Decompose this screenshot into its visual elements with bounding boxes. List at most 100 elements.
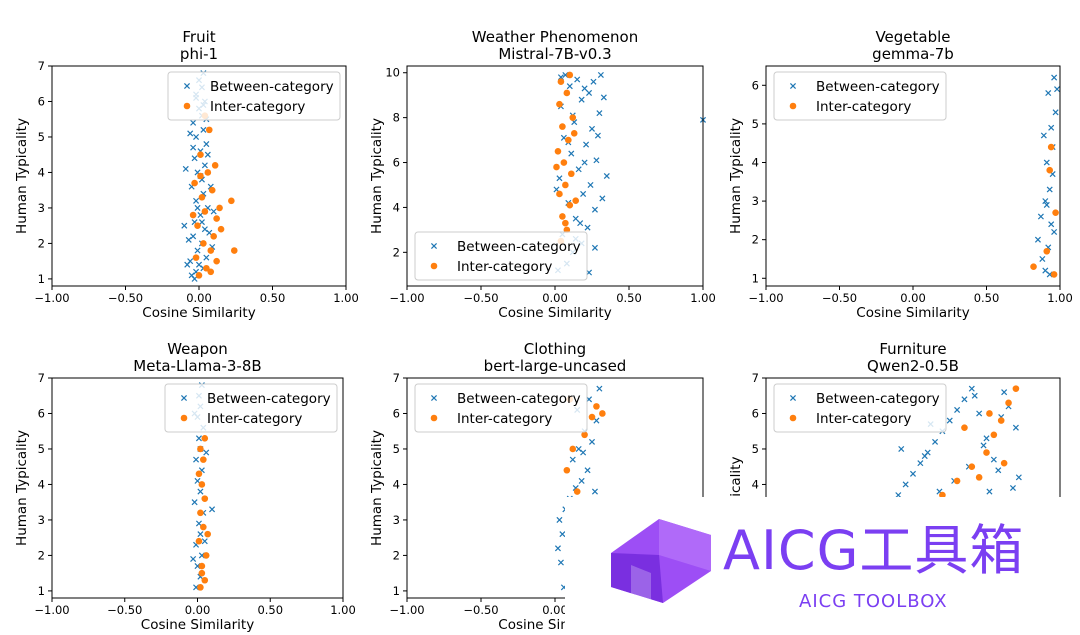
y-tick-label: 6 (38, 94, 45, 108)
y-tick-label: 5 (38, 130, 45, 144)
x-tick-label: −1.00 (34, 603, 69, 617)
inter-category-point (554, 148, 562, 155)
between-category-point (898, 445, 905, 452)
between-category-point (581, 85, 588, 92)
inter-category-point (198, 193, 206, 201)
inter-category-point (567, 170, 575, 178)
y-tick-label: 4 (38, 165, 45, 179)
between-category-point (586, 89, 593, 96)
inter-category-point (563, 89, 571, 97)
inter-category-point (211, 162, 219, 169)
chart-subtitle: Qwen2-0.5B (867, 357, 959, 375)
x-tick-label: 0.00 (900, 291, 926, 305)
inter-category-point (191, 179, 198, 187)
chart-title: Weapon (167, 340, 228, 358)
legend: Between-category Inter-category (773, 383, 947, 433)
between-category-point (995, 467, 1002, 474)
between-category-point (191, 499, 198, 506)
between-category-point (556, 516, 563, 523)
inter-category-point (205, 126, 213, 134)
x-axis-label: Cosine Similarity (498, 305, 611, 321)
y-tick-label: 1 (38, 272, 45, 286)
inter-category-point (195, 470, 203, 478)
inter-category-point (198, 562, 206, 570)
chart-title: Fruit (182, 28, 215, 46)
inter-category-point (990, 431, 998, 439)
legend-between-marker (430, 394, 438, 402)
chart-subtitle: Mistral-7B-v0.3 (498, 45, 611, 63)
x-tick-label: −1.00 (389, 603, 424, 617)
between-category-point (1009, 484, 1016, 492)
y-tick-label: 2 (752, 233, 759, 247)
between-category-point (182, 165, 189, 172)
legend: Between-category Inter-category (164, 383, 338, 433)
y-tick-label: 5 (393, 442, 400, 456)
legend-between-label: Between-category (457, 391, 581, 407)
inter-category-point (197, 584, 204, 591)
inter-category-point (208, 186, 216, 194)
legend: Between-category Inter-category (414, 383, 588, 433)
inter-category-point (230, 247, 238, 254)
x-tick-label: −0.50 (108, 291, 143, 305)
y-axis-label: Human Typicality (14, 430, 30, 546)
x-axis-label: Cosine Similarity (141, 617, 254, 633)
y-tick-label: 6 (752, 78, 759, 92)
legend-inter-label: Inter-category (207, 411, 302, 427)
inter-category-point (213, 215, 220, 222)
x-tick-label: 0.50 (257, 603, 283, 617)
y-tick-label: 4 (38, 477, 45, 491)
between-category-point (1037, 213, 1044, 220)
between-category-point (569, 456, 576, 463)
inter-category-point (202, 552, 210, 559)
inter-category-point (553, 163, 560, 171)
legend-box (414, 383, 588, 433)
y-tick-label: 6 (393, 156, 400, 170)
y-tick-label: 5 (752, 442, 759, 456)
inter-category-point (986, 410, 993, 417)
legend-box (167, 71, 341, 121)
between-category-point (200, 126, 207, 133)
between-category-point (917, 460, 924, 467)
y-tick-label: 6 (752, 406, 759, 420)
y-tick-label: 8 (393, 111, 400, 125)
inter-category-point (939, 491, 946, 499)
inter-category-point (565, 136, 572, 144)
chart-title: Vegetable (875, 28, 950, 46)
y-axis-label: Human Typicality (14, 118, 30, 234)
between-category-point (1046, 186, 1053, 193)
chart-title: Clothing (524, 340, 586, 358)
legend-box (164, 383, 338, 433)
inter-category-point (562, 219, 569, 227)
between-category-point (587, 181, 594, 189)
between-category-point (983, 435, 990, 442)
between-category-point (976, 410, 983, 417)
y-tick-label: 4 (752, 155, 759, 169)
between-category-point (193, 197, 200, 204)
legend-inter-marker (180, 414, 188, 422)
between-category-point (187, 130, 194, 137)
between-category-point (1034, 236, 1041, 243)
x-tick-label: 1.00 (1047, 291, 1073, 305)
legend-between-marker (183, 82, 191, 90)
inter-category-point (588, 413, 596, 421)
legend-inter-label: Inter-category (457, 411, 552, 427)
between-category-point (1045, 89, 1052, 97)
between-category-point (1001, 389, 1008, 396)
x-tick-label: −1.00 (34, 291, 69, 305)
legend-between-marker (789, 82, 797, 90)
between-category-point (921, 453, 928, 460)
between-category-point (986, 488, 993, 495)
between-category-point (194, 247, 201, 254)
between-category-point (593, 157, 600, 164)
between-category-point (1040, 132, 1047, 139)
aicg-logo-icon (611, 519, 711, 609)
between-category-point (946, 417, 953, 424)
between-category-point (185, 236, 192, 243)
between-category-point (184, 261, 191, 268)
between-category-point (191, 155, 198, 162)
legend-inter-label: Inter-category (816, 99, 911, 115)
x-tick-label: −0.50 (822, 291, 857, 305)
